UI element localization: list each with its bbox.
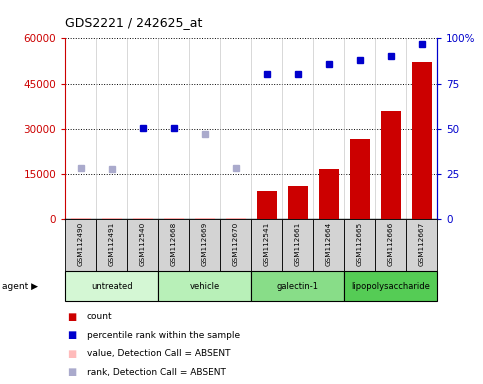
Bar xyxy=(101,218,122,219)
Bar xyxy=(65,271,158,301)
Text: GSM112540: GSM112540 xyxy=(140,222,146,266)
Text: untreated: untreated xyxy=(91,281,132,291)
Bar xyxy=(287,186,308,219)
Bar xyxy=(375,219,406,271)
Bar xyxy=(381,111,401,219)
Text: ■: ■ xyxy=(68,349,77,359)
Text: ■: ■ xyxy=(68,367,77,377)
Bar xyxy=(251,271,344,301)
Text: GSM112667: GSM112667 xyxy=(419,222,425,266)
Bar xyxy=(158,219,189,271)
Text: GSM112661: GSM112661 xyxy=(295,222,300,266)
Bar xyxy=(158,271,251,301)
Bar xyxy=(256,191,277,219)
Text: GSM112490: GSM112490 xyxy=(78,222,84,266)
Bar xyxy=(127,219,158,271)
Bar xyxy=(133,218,153,219)
Text: GSM112491: GSM112491 xyxy=(109,222,114,266)
Bar xyxy=(96,219,127,271)
Text: galectin-1: galectin-1 xyxy=(277,281,319,291)
Text: ■: ■ xyxy=(68,330,77,340)
Bar xyxy=(251,219,282,271)
Bar xyxy=(344,219,375,271)
Text: GSM112668: GSM112668 xyxy=(170,222,177,266)
Text: lipopolysaccharide: lipopolysaccharide xyxy=(351,281,430,291)
Bar xyxy=(406,219,437,271)
Bar xyxy=(65,219,96,271)
Bar xyxy=(313,219,344,271)
Bar xyxy=(164,218,184,219)
Bar xyxy=(412,63,432,219)
Bar xyxy=(220,219,251,271)
Bar xyxy=(195,218,215,219)
Bar xyxy=(350,139,369,219)
Text: ■: ■ xyxy=(68,312,77,322)
Text: GSM112665: GSM112665 xyxy=(356,222,363,266)
Text: GDS2221 / 242625_at: GDS2221 / 242625_at xyxy=(65,16,202,29)
Text: GSM112664: GSM112664 xyxy=(326,222,332,266)
Text: GSM112669: GSM112669 xyxy=(202,222,208,266)
Text: percentile rank within the sample: percentile rank within the sample xyxy=(87,331,240,340)
Bar xyxy=(71,218,91,219)
Text: count: count xyxy=(87,312,113,321)
Bar xyxy=(226,218,246,219)
Text: GSM112666: GSM112666 xyxy=(388,222,394,266)
Text: value, Detection Call = ABSENT: value, Detection Call = ABSENT xyxy=(87,349,230,358)
Text: rank, Detection Call = ABSENT: rank, Detection Call = ABSENT xyxy=(87,367,226,377)
Text: agent ▶: agent ▶ xyxy=(2,282,39,291)
Text: GSM112670: GSM112670 xyxy=(233,222,239,266)
Text: GSM112541: GSM112541 xyxy=(264,222,270,266)
Text: vehicle: vehicle xyxy=(189,281,220,291)
Bar xyxy=(344,271,437,301)
Bar xyxy=(319,169,339,219)
Bar xyxy=(282,219,313,271)
Bar xyxy=(189,219,220,271)
